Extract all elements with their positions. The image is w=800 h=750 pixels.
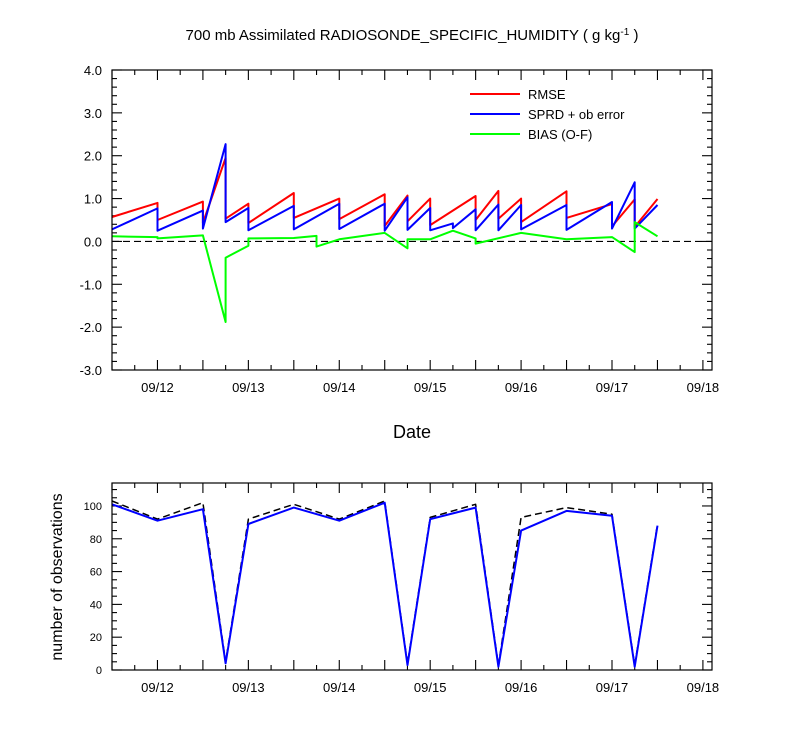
chart-title-main: 700 mb Assimilated RADIOSONDE_SPECIFIC_H…	[186, 27, 621, 44]
x-tick-label: 09/16	[505, 380, 538, 395]
x-tick-label: 09/17	[596, 380, 629, 395]
legend-label: SPRD + ob error	[528, 107, 625, 122]
x-tick-label: 09/15	[414, 680, 447, 695]
series-line-assimilated-observations	[111, 501, 659, 668]
y-tick-label: -3.0	[80, 363, 102, 378]
y-axis-label: number of observations	[49, 493, 66, 660]
x-tick-label: 09/16	[505, 680, 538, 695]
x-tick-label: 09/12	[141, 380, 174, 395]
y-tick-label: 20	[90, 632, 102, 644]
y-tick-label: 40	[90, 599, 102, 611]
bottom-chart: 09/12 09/13 09/14 09/15 09/16 09/17 09/18 100 80…	[49, 482, 720, 695]
chart-title: 700 mb Assimilated RADIOSONDE_SPECIFIC_H…	[186, 27, 639, 45]
series-line-total-observations	[111, 500, 659, 666]
y-tick-label: 100	[84, 501, 102, 513]
x-tick-label: 09/13	[232, 680, 265, 695]
legend-label: BIAS (O-F)	[528, 127, 592, 142]
bottom-plot-frame	[111, 482, 713, 671]
bottom-axes-group: 09/12 09/13 09/14 09/15 09/16 09/17 09/18 100 80…	[84, 483, 720, 695]
chart-title-suffix: )	[629, 27, 638, 44]
chart-title-superscript: -1	[620, 27, 629, 38]
x-tick-label: 09/14	[323, 380, 356, 395]
y-tick-label: 0.0	[84, 234, 102, 249]
x-tick-label: 09/15	[414, 380, 447, 395]
series-line-sprd-ob-error	[111, 143, 659, 232]
top-legend: RMSE SPRD + ob error BIAS (O-F)	[470, 87, 625, 142]
x-tick-label: 09/12	[141, 680, 174, 695]
top-plot-frame	[111, 69, 713, 371]
y-tick-label: 1.0	[84, 192, 102, 207]
bottom-series-group	[111, 500, 659, 668]
y-tick-label: 2.0	[84, 149, 102, 164]
y-tick-label: 0	[96, 665, 102, 677]
x-tick-label: 09/14	[323, 680, 356, 695]
y-tick-label: -1.0	[80, 277, 102, 292]
x-tick-label: 09/17	[596, 680, 629, 695]
y-tick-label: 4.0	[84, 63, 102, 78]
x-tick-label: 09/18	[687, 380, 720, 395]
y-tick-label: 60	[90, 567, 102, 579]
x-axis-label: Date	[393, 422, 431, 442]
x-tick-label: 09/18	[687, 680, 720, 695]
top-chart: 700 mb Assimilated RADIOSONDE_SPECIFIC_H…	[80, 27, 720, 443]
top-series-group	[111, 143, 659, 323]
series-line-bias-o-f	[111, 221, 659, 323]
legend-label: RMSE	[528, 87, 566, 102]
y-tick-label: 80	[90, 534, 102, 546]
y-tick-label: 3.0	[84, 106, 102, 121]
y-tick-label: -2.0	[80, 320, 102, 335]
x-tick-label: 09/13	[232, 380, 265, 395]
